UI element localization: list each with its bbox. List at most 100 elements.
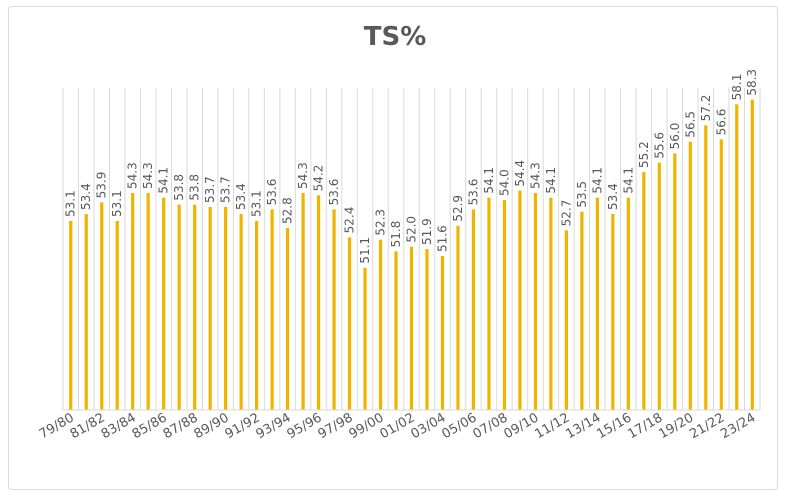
bar [146,193,150,410]
x-tick-label: 03/04 [409,410,449,442]
value-label: 52.9 [451,195,465,222]
value-label: 54.1 [590,167,604,194]
x-tick-label: 01/02 [378,410,418,442]
value-label: 57.2 [699,95,713,122]
bar [193,204,197,410]
value-label: 54.3 [296,162,310,189]
value-label: 51.9 [420,218,434,245]
value-label: 54.3 [141,162,155,189]
value-label: 53.1 [110,190,124,217]
value-label: 53.4 [79,183,93,210]
value-label: 51.8 [389,221,403,248]
value-label: 53.6 [466,179,480,206]
bar [208,207,212,410]
bar [456,225,460,410]
x-tick-label: 09/10 [501,410,541,442]
value-label: 56.6 [714,109,728,136]
x-tick-label: 15/16 [594,410,634,442]
bar [177,204,181,410]
bar [719,139,723,411]
bar [69,221,73,410]
bar [224,207,228,410]
x-tick-label: 83/84 [99,410,139,442]
x-tick-label: 93/94 [254,410,294,442]
value-label: 54.1 [482,167,496,194]
bar [347,237,352,410]
value-label: 56.0 [668,123,682,150]
value-label: 52.0 [405,216,419,243]
bar [332,209,336,410]
value-label: 53.8 [172,174,186,201]
value-label: 54.1 [544,167,558,194]
value-label: 58.3 [745,69,759,96]
bar [471,209,476,410]
bar [131,193,135,410]
x-tick-label: 97/98 [316,410,356,442]
value-label: 51.1 [358,237,372,264]
value-label: 53.7 [203,176,217,203]
bar [518,190,522,410]
value-label: 54.0 [497,169,511,196]
value-label: 54.3 [126,162,140,189]
value-label: 53.1 [250,190,264,217]
bar [533,193,538,410]
x-tick-label: 85/86 [130,410,170,442]
value-label: 55.2 [637,141,651,168]
bar [580,211,584,410]
x-tick-label: 79/80 [37,410,77,442]
bar [611,214,615,410]
bar [688,141,692,410]
value-label: 53.1 [64,190,78,217]
x-tick-label: 23/24 [718,410,758,442]
value-label: 58.1 [730,74,744,101]
value-label: 52.7 [559,200,573,227]
bar [657,162,661,410]
bar [285,228,290,410]
bar [595,197,599,410]
value-label: 54.2 [312,165,326,192]
bar [100,202,104,410]
bar [549,197,553,410]
value-label: 54.1 [157,167,171,194]
bar [626,197,630,410]
gridlines [62,88,761,410]
value-label: 56.5 [683,111,697,138]
x-tick-label: 05/06 [440,410,480,442]
bar [115,221,119,410]
value-label: 53.5 [575,181,589,208]
value-label: 51.6 [435,225,449,252]
bar [502,200,507,410]
bars [69,99,754,411]
x-tick-label: 13/14 [563,410,603,442]
bar [270,209,274,410]
value-label: 53.4 [606,183,620,210]
x-tick-label: 91/92 [223,410,263,442]
value-label: 54.1 [621,167,635,194]
x-tick-label: 81/82 [68,410,108,442]
x-tick-labels: 79/8081/8283/8485/8687/8889/9091/9293/94… [37,410,758,442]
bar [425,249,429,410]
bar [84,214,88,410]
bar [409,246,414,410]
x-tick-label: 99/00 [347,410,387,442]
bar [394,251,398,410]
value-label: 53.6 [327,179,341,206]
value-label: 53.8 [188,174,202,201]
value-label: 54.3 [528,162,542,189]
bar [704,125,708,410]
x-tick-label: 89/90 [192,410,232,442]
x-tick-label: 87/88 [161,410,201,442]
bar [316,195,321,410]
chart-frame [8,6,778,490]
bar [642,172,646,410]
value-labels: 53.1 53.4 53.953.154.3 54.3 54.1 53.8 53.8 53.7… [64,69,760,264]
x-tick-label: 95/96 [285,410,325,442]
value-label: 53.6 [265,179,279,206]
bar [239,214,243,410]
bar [162,197,166,410]
value-label: 53.4 [234,183,248,210]
value-label: 54.4 [513,160,527,187]
x-tick-label: 21/22 [687,410,727,442]
bar [487,197,491,410]
